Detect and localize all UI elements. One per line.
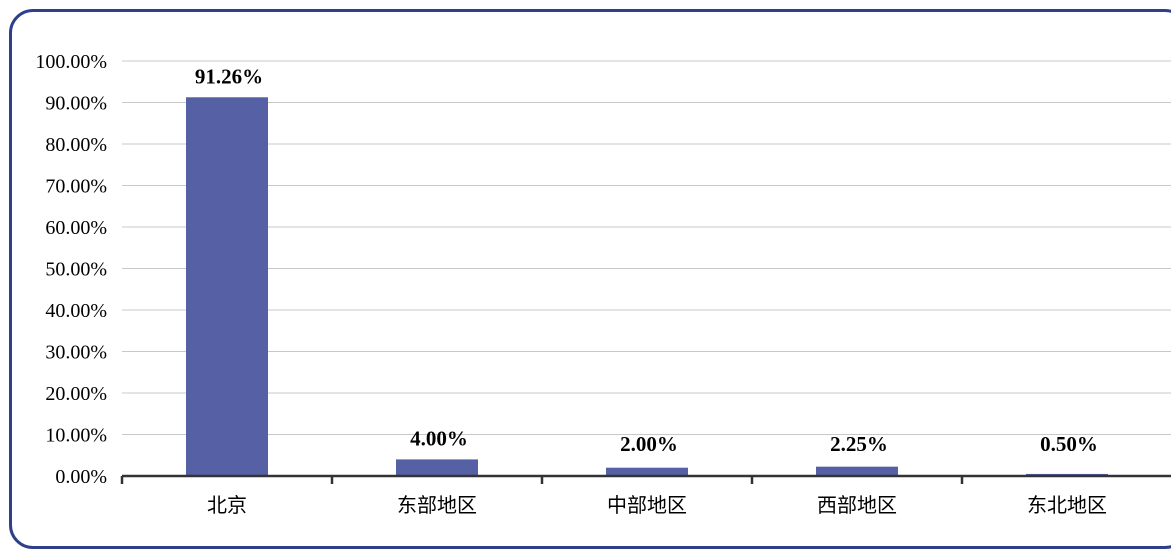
x-tick-label: 东北地区 — [1027, 493, 1107, 517]
x-axis — [120, 474, 1171, 484]
bar-chart: 0.00% 10.00% 20.00% 30.00% 40.00% 50.00% 60.00… — [35, 51, 1171, 517]
x-tick-label: 中部地区 — [607, 493, 687, 517]
y-tick-label: 40.00% — [45, 300, 107, 322]
data-label: 2.00% — [620, 432, 678, 456]
bars — [186, 97, 1108, 476]
bar — [816, 466, 898, 476]
y-tick-label: 30.00% — [45, 342, 107, 364]
bar — [186, 97, 268, 476]
x-tick-label: 东部地区 — [397, 493, 477, 517]
y-tick-label: 100.00% — [35, 51, 107, 73]
y-tick-label: 90.00% — [45, 93, 107, 115]
data-label: 4.00% — [410, 426, 468, 450]
bar — [606, 467, 688, 476]
y-tick-label: 10.00% — [45, 425, 107, 447]
y-tick-label: 0.00% — [55, 466, 107, 488]
x-tick-label: 北京 — [207, 493, 247, 517]
y-tick-label: 70.00% — [45, 176, 107, 198]
value-labels: 91.26% 4.00% 2.00% 2.25% 0.50% — [195, 64, 1098, 456]
y-tick-label: 60.00% — [45, 217, 107, 239]
y-axis-tick-labels: 0.00% 10.00% 20.00% 30.00% 40.00% 50.00% 60.00… — [35, 51, 107, 488]
data-label: 0.50% — [1040, 432, 1098, 456]
y-tick-label: 20.00% — [45, 383, 107, 405]
x-axis-category-labels: 北京 东部地区 中部地区 西部地区 东北地区 — [207, 493, 1107, 517]
y-tick-label: 80.00% — [45, 134, 107, 156]
data-label: 91.26% — [195, 64, 263, 88]
gridlines — [122, 60, 1171, 435]
y-tick-label: 50.00% — [45, 259, 107, 281]
bar — [396, 459, 478, 476]
x-tick-label: 西部地区 — [817, 493, 897, 517]
data-label: 2.25% — [830, 432, 888, 456]
